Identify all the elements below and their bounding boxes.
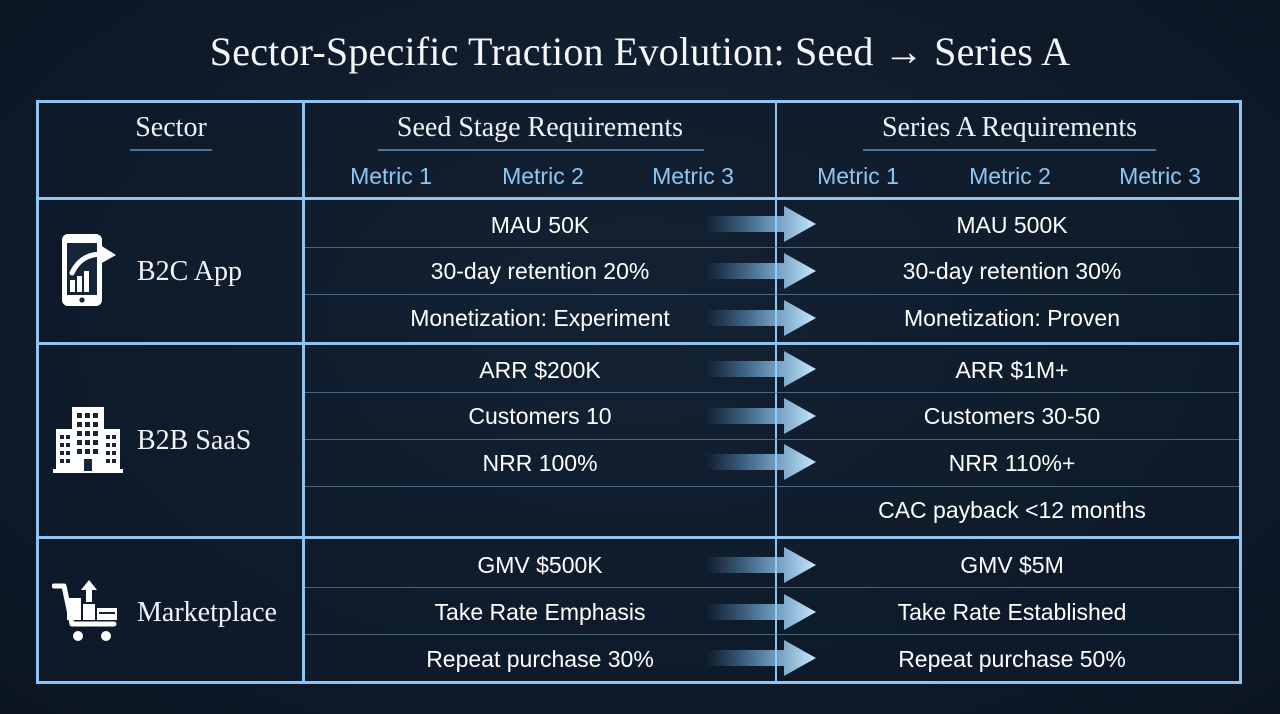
seed-cell: MAU 50K: [490, 212, 590, 238]
series-a-metric-3: Metric 3: [1119, 163, 1201, 189]
seed-header-underline: [378, 149, 704, 151]
sector-label-b2c-app: B2C App: [137, 256, 243, 287]
sector-divider-2: [36, 536, 1242, 539]
seed-cell: Repeat purchase 30%: [426, 646, 654, 672]
transition-arrow-icon: [706, 351, 816, 387]
office-building-icon: [53, 407, 123, 473]
seed-header: Seed Stage Requirements: [396, 112, 684, 143]
seed-metric-2: Metric 2: [502, 163, 584, 189]
row-divider: [305, 294, 1239, 295]
series-a-cell: NRR 110%+: [948, 450, 1076, 476]
page-title: Sector-Specific Traction Evolution: Seed…: [209, 29, 1071, 74]
sector-label-b2b-saas: B2B SaaS: [137, 425, 252, 456]
header-divider: [36, 197, 1242, 200]
series-a-cell: MAU 500K: [956, 212, 1068, 238]
series-a-cell: 30-day retention 30%: [902, 258, 1122, 284]
series-a-cell: Repeat purchase 50%: [898, 646, 1126, 672]
seed-cell: ARR $200K: [479, 357, 601, 383]
transition-arrow-icon: [706, 547, 816, 583]
row-divider: [305, 247, 1239, 248]
seed-cell: GMV $500K: [477, 552, 603, 578]
row-divider: [305, 392, 1239, 393]
series-a-cell: GMV $5M: [960, 552, 1064, 578]
seed-cell: Take Rate Emphasis: [434, 599, 646, 625]
series-a-cell: CAC payback <12 months: [878, 497, 1146, 523]
series-a-cell: Monetization: Proven: [903, 305, 1121, 331]
shopping-cart-icon: [52, 580, 117, 641]
transition-arrow-icon: [706, 253, 816, 289]
series-a-header-underline: [863, 149, 1156, 151]
row-divider: [305, 634, 1239, 635]
seed-cell: 30-day retention 20%: [430, 258, 650, 284]
seed-cell: Customers 10: [468, 403, 612, 429]
series-a-metric-1: Metric 1: [817, 163, 899, 189]
row-divider: [305, 486, 1239, 487]
phone-growth-icon: [62, 234, 116, 306]
transition-arrow-icon: [706, 640, 816, 676]
series-a-header: Series A Requirements: [881, 112, 1138, 143]
sector-header: Sector: [135, 112, 207, 143]
row-divider: [305, 439, 1239, 440]
sector-divider-1: [36, 342, 1242, 345]
series-a-cell: ARR $1M+: [955, 357, 1069, 383]
transition-arrow-icon: [706, 594, 816, 630]
sector-column-divider: [302, 100, 305, 684]
series-a-cell: Take Rate Established: [897, 599, 1127, 625]
seed-metric-1: Metric 1: [350, 163, 432, 189]
seed-cell: NRR 100%: [482, 450, 598, 476]
seed-metric-3: Metric 3: [652, 163, 734, 189]
row-divider: [305, 587, 1239, 588]
sector-label-marketplace: Marketplace: [137, 597, 277, 628]
transition-arrow-icon: [706, 398, 816, 434]
seed-cell: Monetization: Experiment: [410, 305, 670, 331]
series-a-metric-2: Metric 2: [969, 163, 1051, 189]
transition-arrow-icon: [706, 206, 816, 242]
sector-header-underline: [130, 149, 212, 151]
transition-arrow-icon: [706, 444, 816, 480]
transition-arrow-icon: [706, 300, 816, 336]
series-a-cell: Customers 30-50: [923, 403, 1101, 429]
